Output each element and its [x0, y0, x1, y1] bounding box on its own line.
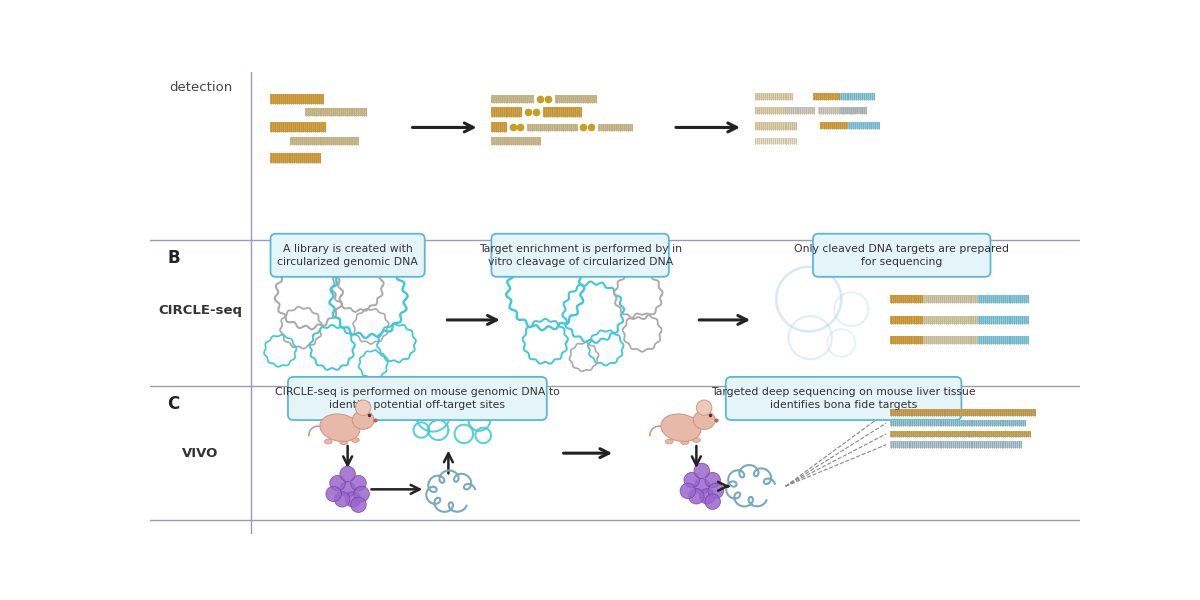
FancyBboxPatch shape [814, 233, 990, 277]
Bar [598, 124, 632, 131]
Text: VIVO: VIVO [182, 446, 218, 460]
Bar [270, 94, 324, 104]
Text: Targeted deep sequencing on mouse liver tissue
identifies bona fide targets: Targeted deep sequencing on mouse liver … [712, 387, 976, 410]
Circle shape [355, 400, 371, 415]
Text: detection: detection [169, 81, 232, 94]
Ellipse shape [694, 411, 715, 429]
Bar [491, 95, 534, 103]
FancyBboxPatch shape [288, 377, 547, 420]
Bar [491, 107, 522, 117]
Bar [890, 420, 1026, 427]
Text: Target enrichment is performed by in
vitro cleavage of circularized DNA: Target enrichment is performed by in vit… [479, 244, 682, 267]
Circle shape [330, 475, 346, 491]
Circle shape [346, 491, 361, 507]
Bar [978, 295, 1028, 303]
Bar [847, 122, 880, 130]
Circle shape [335, 491, 350, 507]
Text: CIRCLE-seq: CIRCLE-seq [158, 304, 242, 317]
Bar [270, 122, 326, 133]
Circle shape [340, 482, 355, 497]
Bar [784, 107, 815, 114]
Bar [890, 295, 923, 303]
Bar [270, 153, 320, 163]
Bar [821, 122, 847, 130]
FancyBboxPatch shape [270, 233, 425, 277]
Circle shape [694, 463, 709, 479]
Circle shape [350, 475, 366, 491]
Text: B: B [167, 249, 180, 267]
Bar [491, 122, 506, 133]
Bar [755, 122, 797, 130]
Bar [890, 431, 1031, 437]
Bar [978, 336, 1028, 344]
Circle shape [350, 497, 366, 512]
Circle shape [708, 483, 724, 499]
Circle shape [696, 400, 712, 415]
Bar [923, 295, 978, 303]
Circle shape [700, 488, 715, 504]
Ellipse shape [340, 440, 348, 445]
Circle shape [694, 479, 709, 494]
Bar [890, 409, 1036, 416]
Bar [890, 316, 923, 324]
Ellipse shape [352, 438, 359, 442]
Bar [554, 95, 598, 103]
Text: A library is created with
circularized genomic DNA: A library is created with circularized g… [277, 244, 418, 267]
Text: CIRCLE-seq is performed on mouse genomic DNA to
identify potential off-target si: CIRCLE-seq is performed on mouse genomic… [275, 387, 560, 410]
Bar [840, 93, 875, 100]
FancyBboxPatch shape [491, 233, 668, 277]
Circle shape [704, 472, 720, 488]
Ellipse shape [320, 414, 360, 442]
Ellipse shape [661, 414, 701, 442]
FancyBboxPatch shape [726, 377, 961, 420]
Bar [978, 316, 1028, 324]
Ellipse shape [665, 439, 673, 444]
Circle shape [326, 486, 342, 502]
Bar [542, 107, 582, 117]
Bar [491, 137, 541, 145]
Ellipse shape [353, 411, 374, 429]
Circle shape [689, 488, 704, 504]
Circle shape [340, 466, 355, 482]
Bar [923, 316, 978, 324]
Bar [890, 336, 923, 344]
Bar [923, 336, 978, 344]
Circle shape [680, 483, 696, 499]
Text: Only cleaved DNA targets are prepared
for sequencing: Only cleaved DNA targets are prepared fo… [794, 244, 1009, 267]
Bar [755, 107, 784, 114]
Circle shape [684, 472, 700, 488]
Circle shape [354, 486, 370, 502]
Bar [755, 93, 793, 100]
Bar [289, 137, 359, 145]
Ellipse shape [324, 439, 332, 444]
Text: C: C [167, 395, 179, 413]
Bar [305, 108, 367, 116]
Ellipse shape [692, 438, 701, 442]
Bar [840, 107, 866, 114]
Bar [890, 442, 1022, 448]
Bar [812, 93, 840, 100]
Bar [528, 124, 578, 131]
Bar [755, 138, 797, 145]
Bar [818, 107, 840, 114]
Ellipse shape [680, 440, 689, 445]
Circle shape [704, 494, 720, 509]
